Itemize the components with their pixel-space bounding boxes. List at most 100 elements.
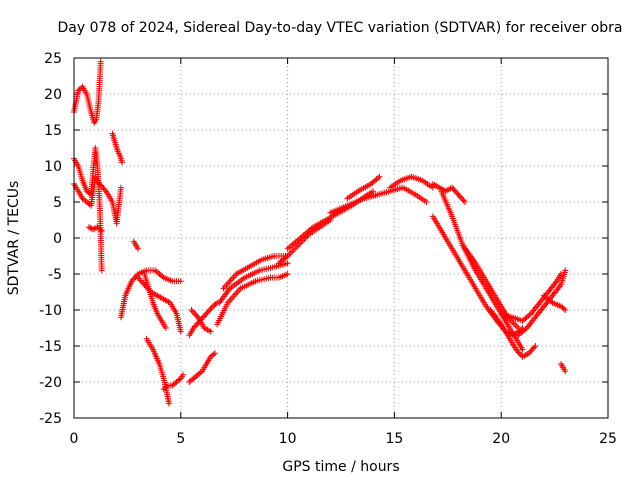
data-point <box>286 251 293 258</box>
y-tick-label: 25 <box>44 51 62 67</box>
data-point <box>97 182 104 189</box>
data-point <box>188 307 195 313</box>
data-point <box>525 350 532 357</box>
data-point <box>212 301 219 307</box>
data-point <box>560 305 567 312</box>
data-point <box>97 226 104 233</box>
data-point <box>370 188 377 195</box>
data-point <box>97 58 104 65</box>
data-point <box>137 277 144 284</box>
data-point <box>513 346 520 353</box>
y-tick-label: -25 <box>39 411 62 427</box>
series-arc-22 <box>387 173 436 191</box>
y-tick-label: 15 <box>44 123 62 139</box>
data-points <box>71 58 569 407</box>
data-point <box>138 278 145 285</box>
data-point <box>202 312 209 319</box>
data-point <box>460 197 467 204</box>
series-arc-7 <box>117 267 184 321</box>
y-tick-label: 10 <box>44 159 62 175</box>
data-point <box>177 328 184 335</box>
y-tick-label: 20 <box>44 87 62 103</box>
y-tick-label: -10 <box>39 303 62 319</box>
data-point <box>376 173 383 180</box>
series-arc-29 <box>515 267 569 339</box>
data-point <box>207 328 214 335</box>
data-point <box>283 254 290 261</box>
data-point <box>519 346 526 353</box>
data-point <box>513 323 520 330</box>
data-point <box>98 267 105 274</box>
data-point <box>515 349 522 356</box>
data-point <box>204 309 211 316</box>
series-arc-10 <box>143 335 173 407</box>
data-point <box>528 347 535 354</box>
series-arc-30 <box>540 292 569 313</box>
data-point <box>532 343 539 349</box>
x-tick-label: 0 <box>70 431 79 447</box>
x-tick-label: 20 <box>492 431 510 447</box>
data-point <box>375 175 382 181</box>
data-point <box>461 199 468 205</box>
series-arc-3 <box>71 173 124 227</box>
data-point <box>101 186 108 193</box>
data-point <box>423 199 430 205</box>
data-point <box>562 267 569 274</box>
data-point <box>100 185 107 192</box>
series-arc-1 <box>71 58 104 126</box>
series-arc-12 <box>186 350 218 385</box>
y-axis-label: SDTVAR / TECUs <box>6 181 22 296</box>
data-point <box>526 311 533 318</box>
data-point <box>159 273 166 280</box>
data-point <box>451 187 458 194</box>
data-point <box>203 310 210 317</box>
y-tick-label: 5 <box>53 195 62 211</box>
data-point <box>162 325 169 331</box>
data-point <box>192 311 199 318</box>
axis-ticks: 0 5 10 15 20 25 -25 -20 -15 -10 -5 0 5 10 15 20 25 <box>39 51 617 447</box>
data-point <box>191 309 198 316</box>
series-arc-23 <box>429 181 468 205</box>
data-point <box>459 196 466 203</box>
series-arc-21 <box>344 173 383 202</box>
data-point <box>129 276 136 283</box>
data-point <box>522 326 529 333</box>
data-point <box>200 313 207 320</box>
series-arc-4 <box>85 224 105 234</box>
data-point <box>527 348 534 355</box>
data-point <box>131 275 138 282</box>
data-point <box>193 322 200 329</box>
data-point <box>132 273 139 280</box>
chart-title: Day 078 of 2024, Sidereal Day-to-day VTE… <box>57 20 622 36</box>
data-point <box>454 190 461 197</box>
data-point <box>99 183 106 190</box>
data-point <box>199 314 206 321</box>
data-point <box>140 280 147 287</box>
data-point <box>179 371 186 378</box>
data-point <box>117 184 124 191</box>
x-tick-label: 15 <box>385 431 403 447</box>
data-point <box>205 307 212 314</box>
data-point <box>208 304 215 311</box>
data-point <box>194 320 201 327</box>
series-arc-15 <box>214 271 291 328</box>
data-point <box>562 307 569 313</box>
data-point <box>135 245 142 252</box>
data-point <box>211 350 218 357</box>
data-point <box>548 298 555 305</box>
y-tick-label: -5 <box>48 267 62 283</box>
data-point <box>512 321 519 328</box>
data-point <box>287 249 294 256</box>
data-point <box>449 184 456 191</box>
data-point <box>515 325 522 331</box>
y-tick-label: -20 <box>39 375 62 391</box>
data-point <box>85 224 92 231</box>
data-point <box>531 344 538 351</box>
data-point <box>90 226 97 233</box>
data-point <box>189 308 196 315</box>
data-point <box>210 351 217 358</box>
series-arc-11 <box>160 371 186 393</box>
series-arc-18 <box>276 217 334 267</box>
data-point <box>284 271 291 277</box>
